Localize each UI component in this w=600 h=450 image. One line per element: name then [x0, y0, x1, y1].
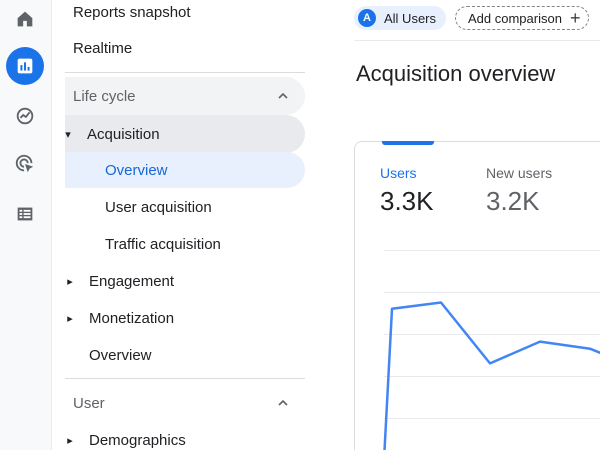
nav-item-label: Demographics — [89, 431, 186, 449]
active-tab-indicator — [382, 141, 434, 145]
add-comparison-button[interactable]: Add comparison + — [455, 6, 590, 30]
icon-rail — [0, 0, 52, 450]
chart-gridline — [384, 418, 600, 419]
chevron-up-icon — [278, 92, 288, 99]
nav-item-realtime[interactable]: Realtime — [73, 30, 132, 66]
nav-item-demographics[interactable]: ▸ Demographics — [65, 422, 186, 450]
nav-item-label: Traffic acquisition — [105, 235, 221, 253]
nav-item-label: Overview — [89, 346, 152, 364]
metric-tab-new-users[interactable]: New users — [486, 165, 553, 181]
chevron-up-icon — [278, 399, 288, 406]
configure-nav-button[interactable] — [6, 195, 44, 233]
add-comparison-label: Add comparison — [468, 10, 562, 26]
caret-down-icon: ▾ — [65, 128, 71, 141]
caret-right-icon: ▸ — [67, 312, 73, 325]
chart-gridline — [384, 376, 600, 377]
configure-icon — [17, 207, 33, 221]
nav-item-user-acquisition[interactable]: User acquisition — [105, 189, 212, 225]
nav-section-life-cycle[interactable]: Life cycle — [65, 77, 305, 115]
nav-item-acquisition[interactable]: ▾ Acquisition — [65, 115, 305, 153]
nav-item-monetization[interactable]: ▸ Monetization — [65, 300, 174, 336]
home-nav-button[interactable] — [6, 0, 44, 38]
metric-tab-users[interactable]: Users — [380, 165, 417, 181]
nav-section-label: User — [73, 394, 105, 412]
explore-icon — [16, 107, 34, 125]
explore-nav-button[interactable] — [6, 97, 44, 135]
advertising-icon — [15, 154, 34, 173]
nav-item-label: Acquisition — [87, 125, 160, 143]
nav-item-label: User acquisition — [105, 198, 212, 216]
nav-section-user[interactable]: User — [65, 384, 305, 422]
advertising-nav-button[interactable] — [6, 145, 44, 183]
nav-item-label: Realtime — [73, 39, 133, 57]
users-series-line — [383, 301, 600, 450]
divider — [354, 40, 600, 41]
chart-gridline — [384, 334, 600, 335]
nav-item-traffic-acquisition[interactable]: Traffic acquisition — [105, 226, 221, 262]
divider — [65, 72, 305, 73]
metric-value-new-users: 3.2K — [486, 186, 540, 216]
chart-gridline — [384, 250, 600, 251]
chart-gridline — [384, 292, 600, 293]
nav-item-label: Reports snapshot — [73, 3, 191, 21]
home-icon — [17, 11, 33, 27]
nav-item-label: Monetization — [89, 309, 175, 327]
report-navigation: Reports snapshot Realtime Life cycle ▾ A… — [53, 0, 353, 450]
nav-item-lifecycle-overview[interactable]: Overview — [89, 337, 152, 373]
divider — [65, 378, 305, 379]
caret-right-icon: ▸ — [67, 275, 73, 288]
reports-icon — [17, 58, 33, 74]
nav-item-engagement[interactable]: ▸ Engagement — [65, 263, 174, 299]
plus-icon: + — [569, 8, 581, 28]
users-line-chart — [383, 301, 600, 450]
page-title: Acquisition overview — [356, 61, 556, 86]
segment-chip-all-users[interactable]: A All Users — [354, 6, 447, 30]
nav-item-acquisition-overview[interactable]: Overview — [65, 152, 305, 188]
metric-value-users: 3.3K — [380, 186, 434, 216]
segment-label: All Users — [384, 10, 437, 26]
segment-avatar: A — [358, 9, 376, 27]
metrics-card — [354, 141, 600, 450]
nav-item-label: Overview — [105, 162, 168, 179]
nav-section-label: Life cycle — [73, 87, 136, 105]
caret-right-icon: ▸ — [67, 434, 73, 447]
nav-item-label: Engagement — [89, 272, 175, 290]
reports-nav-button[interactable] — [6, 47, 44, 85]
nav-item-reports-snapshot[interactable]: Reports snapshot — [73, 0, 191, 30]
